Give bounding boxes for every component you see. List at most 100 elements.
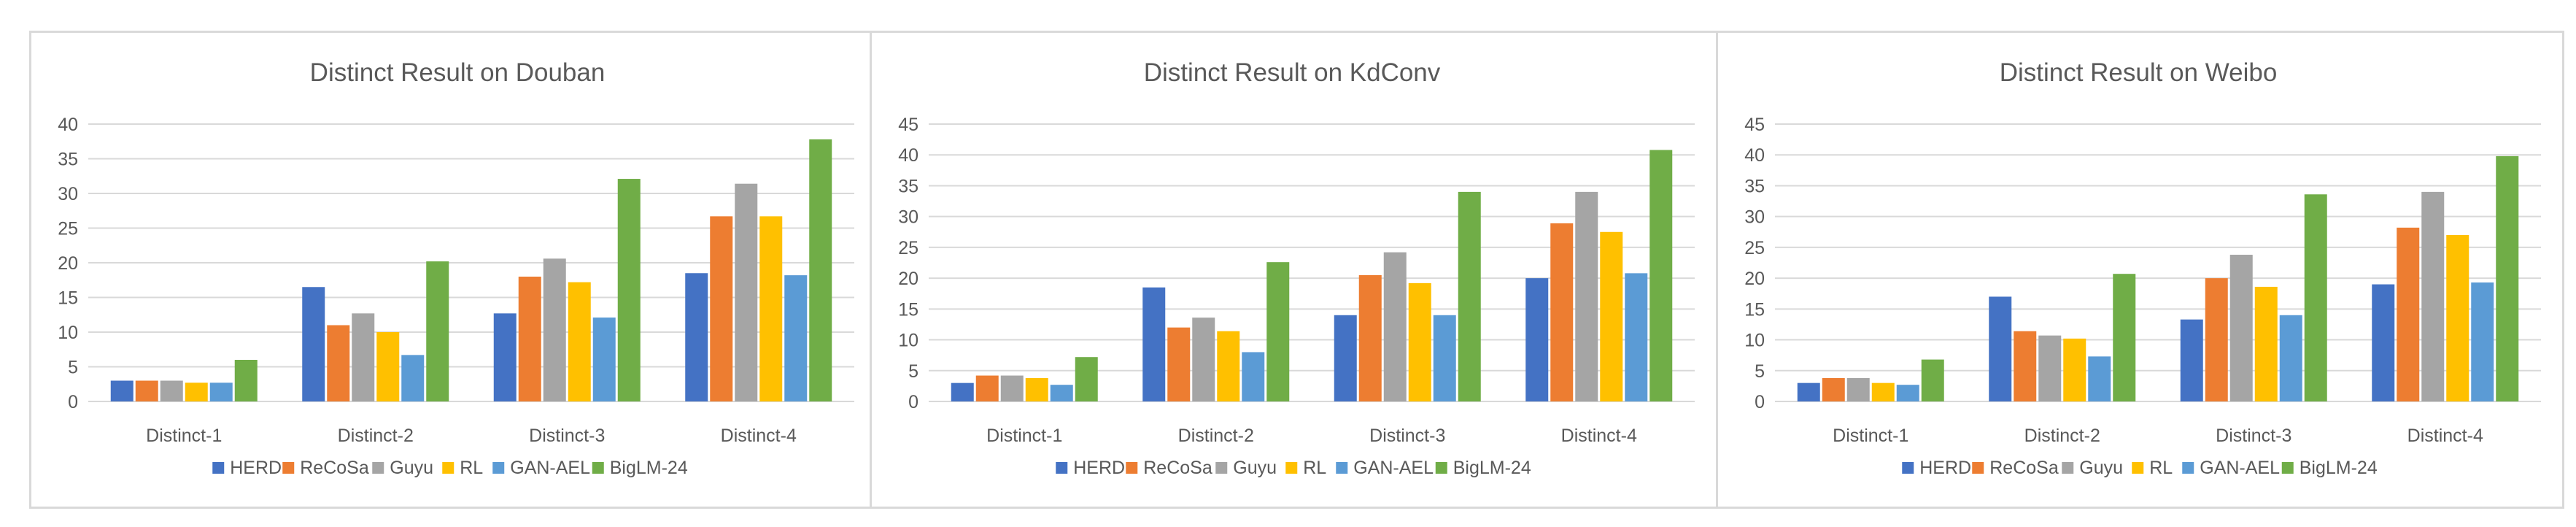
x-category-label: Distinct-3 <box>2216 426 2291 446</box>
x-category-label: Distinct-4 <box>1561 426 1637 446</box>
bar-rl-distinct-1 <box>1871 382 1895 401</box>
bar-rl-distinct-3 <box>568 282 591 401</box>
y-tick-label: 10 <box>58 323 78 343</box>
bar-rl-distinct-4 <box>2446 235 2469 401</box>
bar-guyu-distinct-1 <box>1000 375 1024 401</box>
bar-herd-distinct-1 <box>1797 382 1820 401</box>
y-tick-label: 0 <box>1755 392 1765 412</box>
y-tick-label: 5 <box>68 358 78 378</box>
bar-gan-ael-distinct-2 <box>1242 352 1265 401</box>
bar-biglm-24-distinct-3 <box>617 179 641 402</box>
legend-label: RL <box>2149 458 2173 478</box>
bar-guyu-distinct-1 <box>1846 377 1870 401</box>
bar-herd-distinct-3 <box>2180 319 2203 401</box>
x-category-label: Distinct-3 <box>529 426 605 446</box>
bar-biglm-24-distinct-1 <box>234 360 258 401</box>
legend-swatch-biglm-24 <box>2281 462 2294 474</box>
bar-herd-distinct-4 <box>1525 278 1549 401</box>
bar-biglm-24-distinct-2 <box>2113 274 2136 401</box>
y-tick-label: 5 <box>1755 361 1765 382</box>
bar-biglm-24-distinct-2 <box>1266 262 1290 401</box>
bar-biglm-24-distinct-3 <box>1458 191 1481 401</box>
bar-gan-ael-distinct-4 <box>1625 273 1648 401</box>
bar-rl-distinct-2 <box>1217 331 1240 401</box>
bar-herd-distinct-4 <box>2372 284 2395 401</box>
bar-recosa-distinct-2 <box>1167 327 1191 401</box>
bar-rl-distinct-1 <box>185 382 208 401</box>
legend-label: ReCoSa <box>1143 458 1212 478</box>
bar-guyu-distinct-3 <box>1383 252 1407 401</box>
legend-label: GAN-AEL <box>510 458 590 478</box>
bar-biglm-24-distinct-1 <box>1075 357 1098 401</box>
bar-rl-distinct-4 <box>1600 231 1623 401</box>
x-category-label: Distinct-1 <box>986 426 1062 446</box>
bar-guyu-distinct-2 <box>352 313 375 401</box>
bar-rl-distinct-3 <box>1408 282 1431 401</box>
chart-svg-douban: Distinct Result on Douban 0 5 10 15 20 25 30 35… <box>58 58 854 478</box>
legend-label: Guyu <box>1233 458 1277 478</box>
bar-rl-distinct-3 <box>2254 286 2278 401</box>
legend-swatch-biglm-24 <box>592 462 604 474</box>
bar-gan-ael-distinct-4 <box>2471 282 2494 401</box>
legend-swatch-gan-ael <box>492 462 505 474</box>
legend-swatch-rl <box>2132 462 2144 474</box>
bar-recosa-distinct-3 <box>1358 274 1382 401</box>
bar-gan-ael-distinct-4 <box>784 275 808 401</box>
bar-recosa-distinct-4 <box>1550 223 1574 401</box>
bar-gan-ael-distinct-1 <box>209 382 233 401</box>
bar-recosa-distinct-2 <box>327 325 350 401</box>
bar-biglm-24-distinct-4 <box>809 139 832 401</box>
legend-swatch-gan-ael <box>1336 462 1348 474</box>
legend-swatch-herd <box>212 462 225 474</box>
y-tick-label: 40 <box>58 115 78 135</box>
x-category-label: Distinct-1 <box>146 426 222 446</box>
y-tick-label: 20 <box>58 253 78 274</box>
bar-biglm-24-distinct-4 <box>1649 150 1673 401</box>
bar-herd-distinct-3 <box>1334 315 1357 401</box>
legend-swatch-rl <box>442 462 455 474</box>
bar-rl-distinct-4 <box>759 216 783 401</box>
bar-recosa-distinct-2 <box>2014 331 2037 401</box>
y-tick-label: 30 <box>58 184 78 204</box>
x-category-label: Distinct-2 <box>338 426 414 446</box>
y-tick-label: 0 <box>908 392 918 412</box>
y-tick-label: 20 <box>898 269 918 289</box>
legend-swatch-recosa <box>1972 462 1984 474</box>
bar-herd-distinct-4 <box>685 273 708 401</box>
y-tick-label: 30 <box>1744 207 1765 228</box>
bar-guyu-distinct-2 <box>1192 318 1215 401</box>
legend-label: Guyu <box>2079 458 2123 478</box>
bar-guyu-distinct-4 <box>735 183 758 401</box>
chart-title: Distinct Result on KdConv <box>1144 58 1441 87</box>
chart-title: Distinct Result on Douban <box>310 58 606 87</box>
legend-swatch-gan-ael <box>2182 462 2194 474</box>
bar-guyu-distinct-4 <box>2421 191 2445 401</box>
bar-gan-ael-distinct-3 <box>2279 315 2302 401</box>
bar-herd-distinct-1 <box>110 380 134 401</box>
bar-biglm-24-distinct-1 <box>1921 359 1944 401</box>
y-tick-label: 40 <box>1744 145 1765 166</box>
bar-biglm-24-distinct-3 <box>2304 194 2327 401</box>
chart-panel-weibo: Distinct Result on Weibo 0 5 10 15 20 25 30 35 4… <box>1716 31 2564 509</box>
legend-swatch-herd <box>1902 462 1914 474</box>
legend-swatch-guyu <box>1215 462 1228 474</box>
bar-guyu-distinct-4 <box>1575 191 1598 401</box>
y-tick-label: 10 <box>1744 331 1765 351</box>
y-tick-label: 45 <box>1744 115 1765 135</box>
y-tick-label: 15 <box>898 299 918 320</box>
bar-recosa-distinct-3 <box>518 277 541 401</box>
y-tick-label: 25 <box>1744 238 1765 258</box>
y-tick-label: 35 <box>898 176 918 196</box>
bar-herd-distinct-3 <box>493 313 517 401</box>
legend-label: BigLM-24 <box>1453 458 1531 478</box>
y-tick-label: 25 <box>58 219 78 239</box>
y-tick-label: 35 <box>58 150 78 170</box>
chart-title: Distinct Result on Weibo <box>2000 58 2278 87</box>
bar-gan-ael-distinct-3 <box>1433 315 1456 401</box>
legend-label: BigLM-24 <box>610 458 688 478</box>
bar-guyu-distinct-3 <box>543 258 566 401</box>
y-tick-label: 30 <box>898 207 918 228</box>
bar-gan-ael-distinct-1 <box>1050 385 1073 401</box>
bar-recosa-distinct-1 <box>975 375 999 401</box>
bar-recosa-distinct-4 <box>710 216 733 401</box>
